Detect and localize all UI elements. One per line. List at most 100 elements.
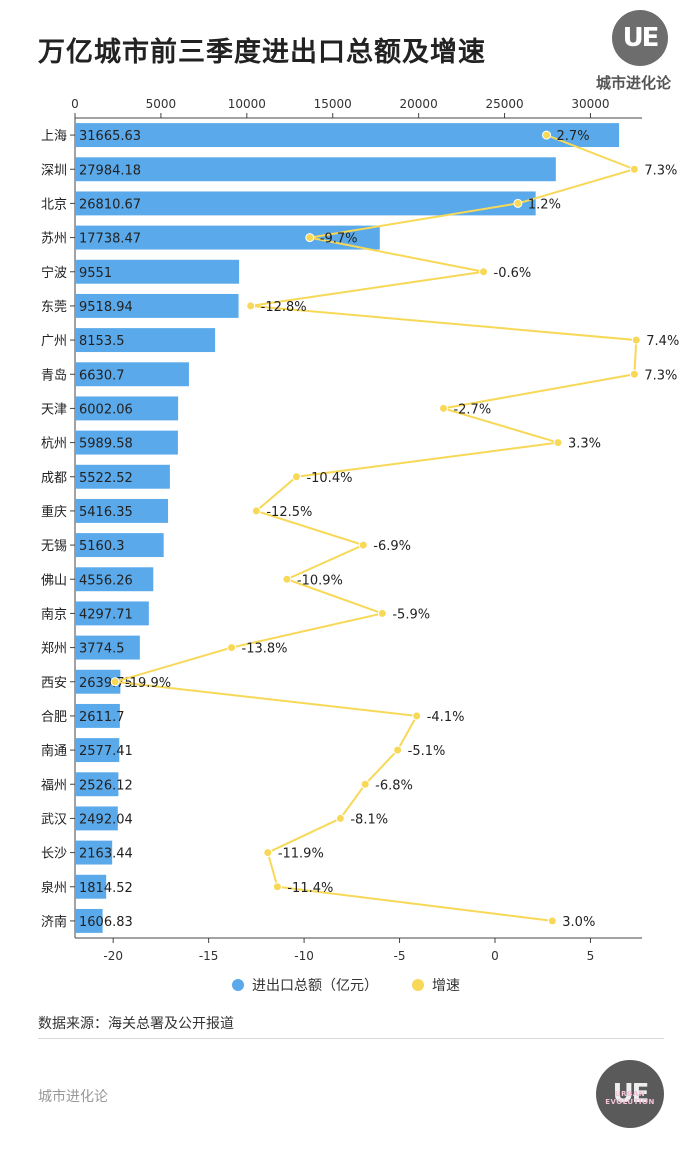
bar [75, 396, 179, 421]
bar-value-label: 4556.26 [79, 573, 133, 588]
category-label: 上海 [41, 129, 67, 144]
bar [75, 601, 149, 626]
growth-point [358, 540, 368, 550]
growth-point [272, 882, 282, 892]
top-axis-tick-label: 20000 [400, 97, 438, 111]
bar [75, 464, 170, 489]
category-label: 福州 [41, 778, 67, 793]
category-label: 泉州 [41, 880, 67, 896]
bottom-axis-tick-label: -5 [394, 949, 406, 963]
category-label: 西安 [41, 676, 67, 691]
bar-value-label: 1606.83 [79, 915, 133, 930]
bar [75, 772, 119, 797]
bar [75, 533, 164, 558]
bar-value-label: 6630.7 [79, 368, 125, 383]
bar [75, 635, 140, 660]
bar [75, 157, 556, 182]
combo-chart: 0 5000 10000 15000 20000 25000 30000 -20 -15 -10 -… [41, 97, 679, 963]
bar-value-label: 6002.06 [79, 402, 133, 417]
growth-label: -9.7% [320, 232, 358, 247]
ue-logo-bottom: UE URBAN EVOLUTION [596, 1060, 664, 1128]
growth-point [251, 506, 261, 516]
bar-value-label: 5522.52 [79, 471, 133, 486]
bar-value-label: 5989.58 [79, 437, 133, 452]
growth-point [246, 301, 256, 311]
growth-label: -11.9% [278, 847, 324, 862]
growth-line [114, 134, 638, 922]
bottom-axis-tick-label: 0 [491, 949, 499, 963]
growth-label: 3.0% [562, 915, 595, 930]
top-axis-tick-label: 10000 [228, 97, 266, 111]
bar [75, 328, 216, 353]
legend-item-bar: 进出口总额（亿元） [232, 975, 378, 995]
category-label: 东莞 [41, 300, 67, 315]
bottom-axis-tick-label: -15 [199, 949, 219, 963]
bar-value-label: 4297.71 [79, 607, 133, 622]
bar [75, 293, 239, 318]
bottom-axis-tick-label: 5 [587, 949, 595, 963]
category-label: 成都 [41, 471, 67, 486]
growth-point [263, 848, 273, 858]
brand-name: 城市进化论 [596, 74, 672, 92]
growth-label: -13.8% [242, 642, 288, 657]
logo-bottom-text: UE [612, 1079, 650, 1109]
category-label: 无锡 [41, 539, 67, 554]
bar [75, 362, 189, 387]
growth-point [291, 472, 301, 482]
top-axis-tick-label: 25000 [485, 97, 523, 111]
category-label: 佛山 [41, 573, 67, 588]
growth-point [335, 813, 345, 823]
category-label: 长沙 [41, 847, 67, 862]
growth-label: 7.3% [644, 368, 677, 383]
bar [75, 567, 154, 592]
growth-point [393, 745, 403, 755]
growth-label: -6.8% [375, 778, 413, 793]
bottom-axis-tick-label: -20 [103, 949, 123, 963]
growth-label: -2.7% [453, 402, 491, 417]
bar-value-label: 17738.47 [79, 232, 141, 247]
bar-value-label: 31665.63 [79, 129, 141, 144]
growth-point [227, 643, 237, 653]
bar-value-label: 9518.94 [79, 300, 133, 315]
category-label: 青岛 [41, 367, 67, 383]
growth-label: 1.2% [528, 197, 561, 212]
category-label: 广州 [41, 334, 67, 349]
growth-point [513, 198, 523, 208]
growth-label: -4.1% [427, 710, 465, 725]
growth-point [479, 267, 489, 277]
growth-label: -10.9% [297, 573, 343, 588]
bar-value-label: 2163.44 [79, 847, 133, 862]
category-label: 重庆 [41, 504, 67, 520]
ue-logo: UE [612, 10, 668, 66]
bar-value-label: 26810.67 [79, 197, 141, 212]
bar-value-label: 3774.5 [79, 642, 125, 657]
legend-item-line: 增速 [412, 975, 460, 995]
category-label: 郑州 [41, 642, 67, 657]
bar [75, 498, 169, 523]
top-axis-tick-label: 0 [71, 97, 79, 111]
category-label: 南京 [41, 606, 67, 622]
bar [75, 191, 536, 216]
legend-bar-swatch [232, 979, 244, 991]
bar [75, 806, 118, 831]
category-label: 深圳 [41, 163, 67, 178]
legend-line-swatch [412, 979, 424, 991]
growth-label: -10.4% [306, 471, 352, 486]
growth-point [377, 608, 387, 618]
growth-point [360, 779, 370, 789]
legend-line-label: 增速 [432, 978, 460, 994]
bar [75, 430, 178, 455]
chart-legend: 进出口总额（亿元） 增速 [0, 975, 700, 995]
top-axis-tick-label: 15000 [314, 97, 352, 111]
growth-label: -12.5% [266, 505, 312, 520]
data-source: 数据来源：海关总署及公开报道 [38, 1016, 234, 1032]
growth-point [629, 164, 639, 174]
top-axis-tick-label: 30000 [571, 97, 609, 111]
category-label: 北京 [41, 197, 67, 212]
growth-label: -5.9% [392, 607, 430, 622]
growth-label: -6.9% [373, 539, 411, 554]
growth-label: -11.4% [287, 881, 333, 896]
bar [75, 703, 120, 728]
growth-label: -19.9% [125, 676, 171, 691]
growth-point [542, 130, 552, 140]
